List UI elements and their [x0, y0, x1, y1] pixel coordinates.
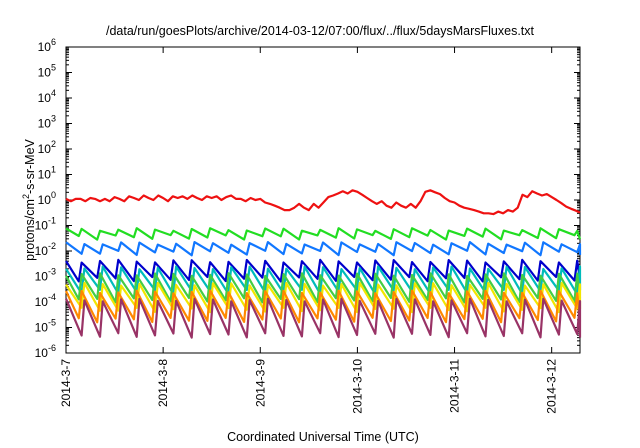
series-line-4	[65, 258, 582, 283]
series-line-6	[65, 272, 582, 304]
series-line-9	[64, 297, 582, 339]
series-layer	[64, 189, 582, 339]
y-tick-label: 10-3	[35, 267, 56, 284]
y-tick-label: 10-1	[35, 216, 56, 233]
series-line-2	[65, 227, 582, 241]
y-tick-label: 102	[38, 139, 56, 156]
y-tick-label: 101	[38, 165, 56, 182]
x-axis: 2014-3-7 2014-3-8 2014-3-9 2014-3-10 2014-3-…	[59, 47, 559, 414]
x-tick-label: 2014-3-7	[59, 359, 73, 407]
x-tick-label: 2014-3-8	[156, 359, 170, 407]
series-line-3	[65, 241, 582, 257]
y-tick-label: 10-6	[35, 343, 56, 360]
x-axis-label: Coordinated Universal Time (UTC)	[227, 430, 419, 444]
y-axis-label: protons/cm2-s-sr-MeV	[21, 138, 37, 260]
series-line-1	[65, 189, 581, 216]
y-tick-label: 105	[38, 63, 56, 80]
series-line-5	[65, 265, 582, 296]
y-tick-label: 106	[38, 37, 56, 54]
series-line-7	[65, 281, 582, 314]
chart-title: /data/run/goesPlots/archive/2014-03-12/0…	[106, 24, 535, 38]
x-tick-label: 2014-3-12	[545, 359, 559, 414]
y-tick-label: 10-2	[35, 241, 56, 258]
y-tick-label: 10-5	[35, 318, 56, 335]
y-tick-label: 10-4	[35, 292, 56, 309]
x-tick-label: 2014-3-9	[253, 359, 267, 407]
x-tick-label: 2014-3-10	[350, 359, 364, 414]
x-tick-label: 2014-3-11	[448, 359, 462, 413]
series-line-8	[65, 289, 582, 324]
y-tick-label: 103	[38, 114, 56, 131]
y-tick-label: 104	[38, 88, 56, 105]
y-tick-label: 100	[38, 190, 56, 207]
